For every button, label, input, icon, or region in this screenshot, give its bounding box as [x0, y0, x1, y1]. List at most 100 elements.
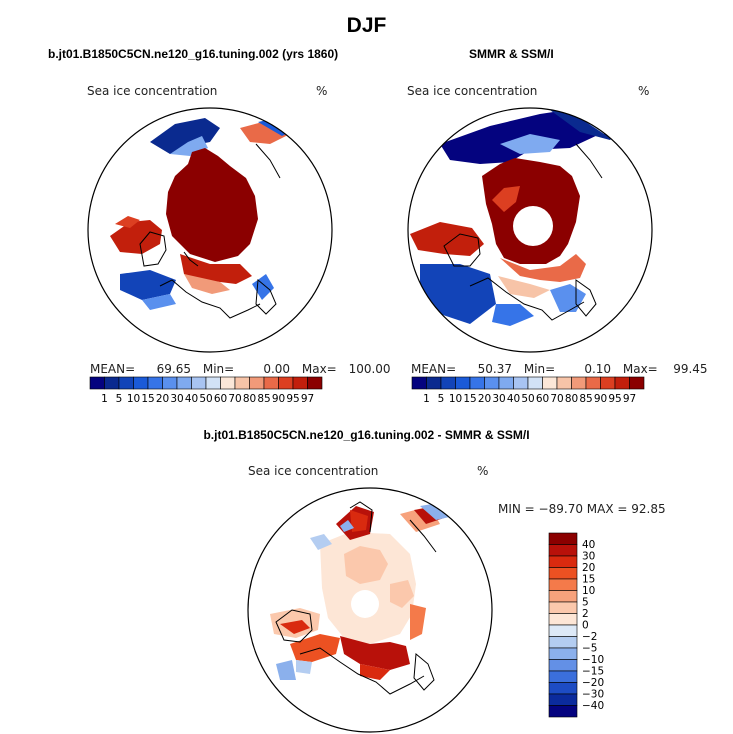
- panel3-colorbar-swatch: [548, 647, 578, 660]
- panel3-title: b.jt01.B1850C5CN.ne120_g16.tuning.002 - …: [203, 428, 530, 442]
- panel3-colorbar-swatch: [548, 532, 578, 545]
- panel1-colorbar-label: 95: [286, 393, 299, 405]
- panel3-colorbar-swatch: [548, 659, 578, 672]
- panel2-colorbar-swatch: [426, 376, 442, 390]
- panel1-colorbar-label: 90: [272, 393, 285, 405]
- panel2-unit-label: %: [638, 84, 650, 98]
- panel2-mean-label: MEAN=: [411, 362, 457, 376]
- panel2-title: SMMR & SSM/I: [469, 47, 554, 61]
- panel3-colorbar-label: −10: [582, 654, 604, 666]
- panel1-ice-field: [110, 118, 294, 310]
- panel1-colorbar-label: 20: [156, 393, 169, 405]
- panel2-colorbar-swatch: [513, 376, 529, 390]
- panel2-colorbar-swatch: [629, 376, 645, 390]
- panel2-colorbar-label: 80: [565, 393, 578, 405]
- panel1-mean-label: MEAN=: [90, 362, 136, 376]
- panel2-colorbar-label: 70: [550, 393, 563, 405]
- panel1-title: b.jt01.B1850C5CN.ne120_g16.tuning.002 (y…: [48, 47, 339, 61]
- panel2-colorbar-label: 30: [492, 393, 505, 405]
- panel2-colorbar-swatch: [585, 376, 601, 390]
- panel2-colorbar-label: 40: [507, 393, 520, 405]
- panel1-colorbar-label: 5: [116, 393, 123, 405]
- panel1-colorbar-label: 15: [141, 393, 154, 405]
- panel2-max-label: Max=: [622, 362, 658, 376]
- panel2-colorbar: 1 5 10 15 20 30 40 50 60 70 80 85 90 95 97: [411, 376, 645, 405]
- panel2-colorbar-label: 60: [536, 393, 549, 405]
- panel3-coastlines: [275, 501, 437, 695]
- panel2-min-label: Min=: [523, 362, 556, 376]
- panel1-stats: MEAN= 69.65 Min= 0.00 Max= 100.00: [90, 362, 391, 376]
- panel1-colorbar-swatch: [176, 376, 192, 390]
- panel1-coastlines: [139, 143, 281, 319]
- panel1-colorbar-swatch: [292, 376, 308, 390]
- main-title: DJF: [346, 14, 387, 37]
- panel2-colorbar-swatch: [600, 376, 616, 390]
- panel3-variable-label: Sea ice concentration: [248, 464, 379, 478]
- panel3-colorbar-swatch: [548, 544, 578, 557]
- panel2-colorbar-swatch: [484, 376, 500, 390]
- panel1-polar-map: [87, 107, 333, 353]
- panel1-colorbar-swatch: [205, 376, 221, 390]
- panel1-colorbar-swatch: [249, 376, 265, 390]
- panel2-colorbar-swatch: [542, 376, 558, 390]
- panel3-unit-label: %: [477, 464, 489, 478]
- panel2-min-value: 0.10: [584, 362, 612, 376]
- panel1-colorbar-label: 30: [170, 393, 183, 405]
- panel1-colorbar-swatch: [147, 376, 163, 390]
- panel2-coastlines: [443, 143, 603, 321]
- panel3-colorbar-swatch: [548, 601, 578, 614]
- panel1-colorbar-swatch: [162, 376, 178, 390]
- panel3-colorbar-label: −2: [582, 631, 597, 643]
- panel2-pole-hole: [513, 206, 553, 246]
- panel1-colorbar-swatch: [118, 376, 134, 390]
- panel3-colorbar-label: 30: [582, 551, 595, 563]
- panel1-max-value: 100.00: [348, 362, 391, 376]
- panel1-colorbar-label: 50: [199, 393, 212, 405]
- panel2-colorbar-label: 5: [438, 393, 445, 405]
- panel1-colorbar-swatch: [89, 376, 105, 390]
- panel3-colorbar-swatch: [548, 613, 578, 626]
- panel1-map-border: [87, 107, 333, 353]
- panel2-colorbar-swatch: [571, 376, 587, 390]
- panel1-colorbar-label: 10: [127, 393, 140, 405]
- panel3-diff-field: [270, 502, 454, 680]
- panel3-colorbar-swatch: [548, 567, 578, 580]
- panel3-colorbar-swatch: [548, 624, 578, 637]
- panel2-colorbar-swatch: [614, 376, 630, 390]
- panel2-colorbar-label: 85: [579, 393, 592, 405]
- panel2-colorbar-swatch: [498, 376, 514, 390]
- panel1-colorbar-label: 80: [243, 393, 256, 405]
- panel3-colorbar-swatch: [548, 578, 578, 591]
- panel1-mean-value: 69.65: [156, 362, 192, 376]
- panel1-colorbar-label: 97: [301, 393, 314, 405]
- panel3-colorbar-label: 15: [582, 574, 595, 586]
- panel1-min-value: 0.00: [263, 362, 291, 376]
- panel2-colorbar-label: 1: [423, 393, 430, 405]
- panel1-colorbar-swatch: [220, 376, 236, 390]
- panel3-colorbar-swatch: [548, 555, 578, 568]
- panel3-colorbar-label: 20: [582, 562, 595, 574]
- panel1-colorbar-label: 85: [257, 393, 270, 405]
- panel1-colorbar-label: 1: [101, 393, 108, 405]
- panel2-colorbar-swatch: [556, 376, 572, 390]
- panel1-colorbar-label: 70: [228, 393, 241, 405]
- panel3-polar-map: [247, 487, 493, 733]
- panel1-max-label: Max=: [301, 362, 337, 376]
- panel2-colorbar-label: 20: [478, 393, 491, 405]
- panel1-colorbar-swatch: [278, 376, 294, 390]
- panel2-map-border: [407, 107, 653, 353]
- panel1-variable-label: Sea ice concentration: [87, 84, 218, 98]
- panel2-polar-map: [407, 107, 653, 353]
- panel3-colorbar-swatch: [548, 670, 578, 683]
- panel3-colorbar-label: −40: [582, 700, 604, 712]
- panel2-colorbar-swatch: [411, 376, 427, 390]
- panel3-min-max: MIN = −89.70 MAX = 92.85: [498, 502, 666, 516]
- panel1-colorbar-swatch: [307, 376, 323, 390]
- panel3-colorbar-label: −15: [582, 666, 604, 678]
- panel2-colorbar-label: 10: [449, 393, 462, 405]
- panel2-variable-label: Sea ice concentration: [407, 84, 538, 98]
- panel2-mean-value: 50.37: [477, 362, 513, 376]
- panel1-min-label: Min=: [202, 362, 235, 376]
- panel1-colorbar-swatch: [191, 376, 207, 390]
